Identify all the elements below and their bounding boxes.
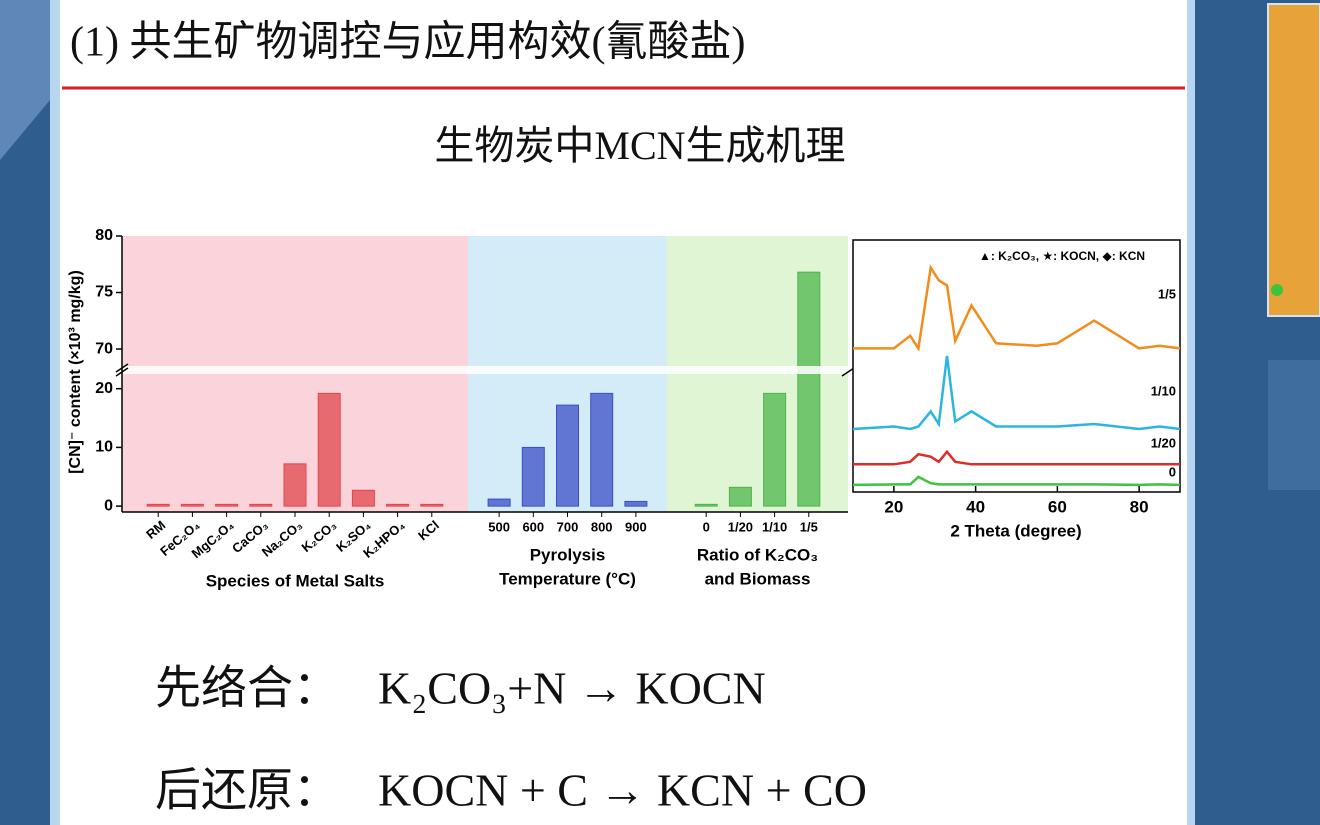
legend: ▲: K₂CO₃, ★: KOCN, ◆: KCN: [979, 249, 1145, 263]
bar: [351, 489, 375, 507]
y-tick-label: 0: [104, 497, 113, 514]
break-mark: [115, 363, 129, 373]
x-axis-label: and Biomass: [705, 569, 811, 588]
x-axis-label: Ratio of K₂CO₃: [697, 545, 818, 564]
x-tick-label: 900: [625, 519, 647, 534]
x-axis-label: 2 Theta (degree): [950, 521, 1081, 540]
bar: [146, 503, 170, 507]
x-tick-label: 60: [1048, 497, 1067, 516]
break-mark: [115, 367, 129, 377]
y-axis-label: [CN]⁻ content (×10³ mg/kg): [67, 270, 84, 474]
mic-icon: [1271, 284, 1283, 296]
y-tick-label: 75: [95, 284, 113, 301]
bar: [317, 392, 341, 507]
bar: [556, 404, 579, 507]
plot-frame: [852, 239, 1181, 493]
bar: [386, 503, 410, 507]
xrd-chart: ▲: K₂CO₃, ★: KOCN, ◆: KCN 1/5 1/10 1/20 0 20 4…: [852, 239, 1181, 540]
break-mark: [841, 367, 855, 377]
x-tick-label: 1/20: [728, 519, 753, 534]
x-tick-label: 0: [703, 519, 710, 534]
bar: [180, 503, 204, 507]
xrd-line: [852, 475, 1181, 487]
series-label: 0: [1169, 464, 1176, 479]
thumbnail-shadow: [1268, 360, 1320, 490]
bar: [624, 500, 648, 507]
xrd-line: [853, 449, 1180, 466]
bar: [420, 503, 444, 507]
bar: [797, 271, 821, 507]
x-tick-label: 800: [591, 519, 613, 534]
x-tick-label: 1/10: [762, 519, 787, 534]
bar: [487, 498, 511, 507]
slide-subtitle: 生物炭中MCN生成机理: [434, 123, 845, 168]
y-tick-label: 70: [95, 340, 113, 357]
series-label: 1/20: [1151, 435, 1176, 450]
equation: KOCN + C → KCN + CO: [378, 765, 867, 816]
xrd-line: [852, 355, 1181, 431]
bar: [590, 392, 614, 507]
x-axis-label: Pyrolysis: [530, 545, 606, 564]
bar: [283, 463, 307, 507]
bar: [763, 392, 787, 507]
y-tick-label: 10: [95, 439, 113, 456]
y-tick-label: 80: [95, 227, 113, 244]
x-tick-label: 600: [522, 519, 544, 534]
y-tick-label: 20: [95, 380, 113, 397]
x-tick-label: 1/5: [800, 519, 818, 534]
x-tick-label: 80: [1130, 497, 1149, 516]
x-tick-label: 500: [488, 519, 510, 534]
bar: [694, 503, 718, 507]
x-axis-label: Temperature (°C): [499, 569, 636, 588]
series-label: 1/5: [1158, 286, 1176, 301]
equation-label: 先络合：: [155, 663, 339, 714]
bar: [215, 503, 239, 507]
bar: [521, 446, 545, 507]
equation: K₂CO₃+N → KOCN: [378, 663, 766, 714]
bar: [249, 503, 273, 507]
decoration: [0, 0, 50, 160]
bar: [728, 486, 752, 507]
axis-break: [123, 366, 849, 374]
xrd-line: [853, 264, 1181, 352]
x-tick-label: 40: [966, 497, 985, 516]
x-tick-label: 20: [884, 497, 903, 516]
video-thumbnail[interactable]: [1267, 3, 1320, 317]
series-label: 1/10: [1151, 383, 1176, 398]
slide-title: (1) 共生矿物调控与应用构效(氰酸盐): [70, 19, 745, 66]
x-tick-label: 700: [557, 519, 579, 534]
equation-label: 后还原：: [155, 765, 339, 816]
x-axis-label: Species of Metal Salts: [206, 571, 385, 590]
